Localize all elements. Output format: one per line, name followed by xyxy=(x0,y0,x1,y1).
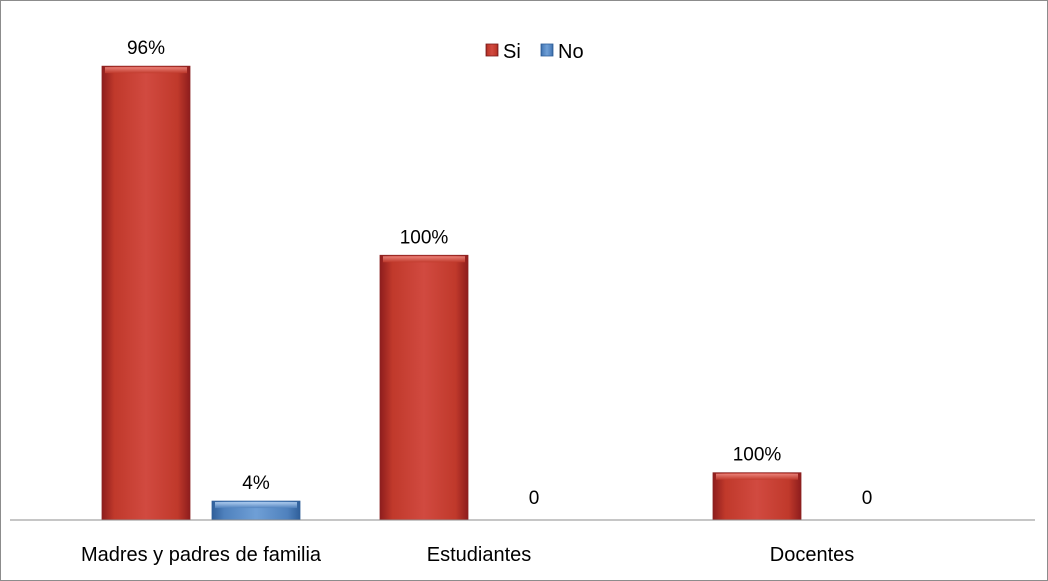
bar-si-1 xyxy=(379,254,469,521)
data-label-si-2: 100% xyxy=(733,445,782,466)
data-labels-group: 96% 100% 100% 4% 0 0 xyxy=(127,38,872,509)
bar-bevel-si-1 xyxy=(383,256,465,263)
category-label-2: Docentes xyxy=(770,544,855,566)
legend-swatch-no xyxy=(540,43,554,57)
bar-bevel-no-0 xyxy=(215,502,297,509)
data-label-no-0: 4% xyxy=(242,473,270,494)
legend: Si No xyxy=(485,41,584,63)
bar-si-2 xyxy=(712,472,802,521)
bars-group xyxy=(101,65,802,521)
data-label-si-1: 100% xyxy=(400,227,449,248)
data-label-si-0: 96% xyxy=(127,38,165,59)
legend-label-no: No xyxy=(558,41,584,63)
legend-label-si: Si xyxy=(503,41,521,63)
data-label-no-2: 0 xyxy=(862,488,873,509)
bar-bevel-si-0 xyxy=(105,67,187,74)
bar-si-0 xyxy=(101,65,191,521)
bar-bevel-si-2 xyxy=(716,473,798,480)
category-label-0: Madres y padres de familia xyxy=(81,544,322,566)
category-label-1: Estudiantes xyxy=(427,544,532,566)
category-labels-group: Madres y padres de familia Estudiantes Doc… xyxy=(81,544,854,566)
legend-swatch-si xyxy=(485,43,499,57)
data-label-no-1: 0 xyxy=(529,488,540,509)
